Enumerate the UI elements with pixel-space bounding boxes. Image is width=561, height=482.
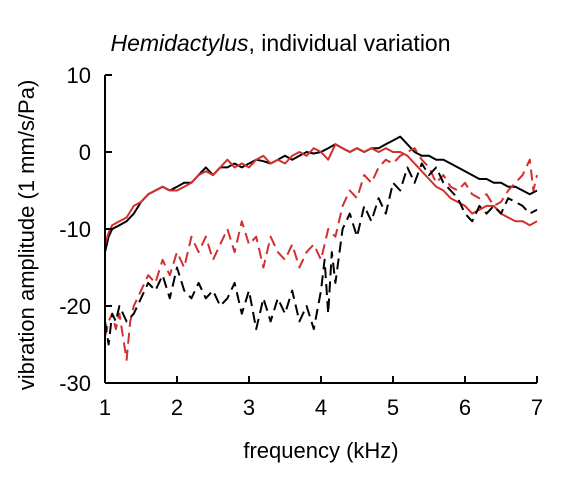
x-tick-label: 7	[531, 395, 543, 420]
plot-lines	[104, 135, 538, 361]
x-tick-label: 5	[387, 395, 399, 420]
y-tick-label: -10	[59, 217, 91, 242]
series-line-4	[104, 162, 538, 346]
x-tick-label: 4	[315, 395, 327, 420]
series-line-3	[104, 147, 538, 361]
series-line-2	[104, 143, 538, 245]
x-tick-label: 2	[171, 395, 183, 420]
axes: 10 0 -10 -20 -30 1 2 3 4 5 6 7	[59, 63, 543, 420]
y-axis-label: vibration amplitude (1 mm/s/Pa)	[14, 79, 39, 391]
y-axis-label-wrap: vibration amplitude (1 mm/s/Pa)	[14, 60, 40, 410]
x-axis-label: frequency (kHz)	[243, 438, 399, 463]
chart-title: Hemidactylus, individual variation	[0, 30, 561, 57]
y-tick-label: -30	[59, 371, 91, 396]
x-tick-label: 3	[243, 395, 255, 420]
y-tick-label: -20	[59, 294, 91, 319]
y-tick-label: 0	[79, 140, 91, 165]
x-tick-label: 1	[99, 395, 111, 420]
x-tick-label: 6	[459, 395, 471, 420]
chart-title-rest: , individual variation	[248, 30, 451, 56]
chart-title-italic: Hemidactylus	[110, 30, 249, 56]
y-tick-label: 10	[67, 63, 91, 88]
